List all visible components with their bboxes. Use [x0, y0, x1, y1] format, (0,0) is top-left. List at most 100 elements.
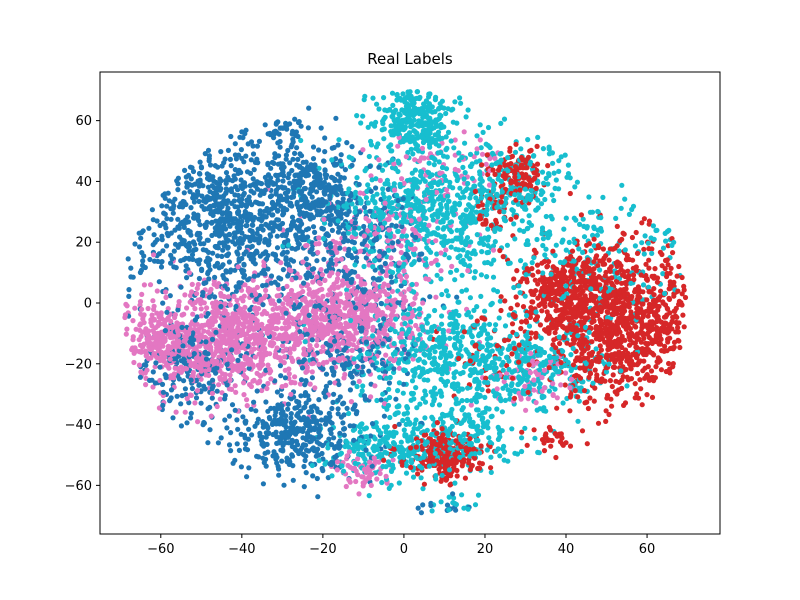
data-point: [324, 231, 330, 237]
data-point: [644, 392, 650, 398]
data-point: [316, 147, 322, 153]
data-point: [416, 200, 422, 206]
data-point: [663, 238, 669, 244]
data-point: [268, 220, 274, 226]
data-point: [444, 502, 451, 508]
data-point: [600, 194, 606, 200]
data-point: [332, 454, 338, 460]
data-point: [361, 223, 367, 230]
data-point: [186, 172, 192, 178]
data-point: [157, 222, 163, 229]
data-point: [594, 285, 600, 291]
data-point: [146, 225, 152, 231]
data-point: [280, 343, 286, 349]
data-point: [261, 460, 267, 466]
data-point: [393, 223, 399, 229]
data-point: [266, 430, 272, 436]
data-point: [505, 260, 511, 267]
data-point: [348, 317, 354, 324]
data-point: [509, 321, 516, 327]
data-point: [440, 226, 446, 232]
data-point: [540, 242, 546, 249]
data-point: [390, 102, 396, 108]
data-point: [652, 266, 658, 272]
data-point: [493, 322, 499, 328]
data-point: [401, 427, 407, 433]
data-point: [371, 281, 377, 287]
data-point: [281, 249, 287, 256]
data-point: [417, 306, 423, 312]
data-point: [398, 249, 404, 256]
data-point: [228, 133, 234, 140]
data-point: [280, 212, 286, 218]
data-point: [609, 383, 615, 390]
data-point: [235, 264, 241, 270]
data-point: [302, 339, 308, 345]
data-point: [279, 220, 286, 227]
data-point: [125, 256, 131, 262]
data-point: [202, 151, 208, 157]
data-point: [415, 471, 421, 477]
data-point: [280, 267, 286, 273]
data-point: [475, 203, 482, 209]
data-point: [253, 183, 259, 189]
data-point: [260, 302, 266, 308]
data-point: [174, 393, 180, 399]
data-point: [474, 133, 480, 139]
data-point: [518, 258, 524, 264]
data-point: [301, 346, 307, 352]
data-point: [423, 316, 429, 322]
data-point: [477, 137, 483, 143]
data-point: [412, 295, 418, 301]
data-point: [439, 291, 445, 298]
data-point: [475, 407, 481, 413]
data-point: [198, 306, 204, 312]
data-point: [150, 369, 156, 375]
data-point: [444, 145, 450, 151]
data-point: [335, 411, 341, 417]
data-point: [435, 262, 441, 268]
data-point: [410, 151, 416, 157]
data-point: [586, 241, 593, 247]
data-point: [384, 298, 390, 304]
data-point: [209, 183, 215, 189]
data-point: [257, 430, 263, 436]
data-point: [147, 282, 154, 288]
data-point: [123, 331, 129, 337]
data-point: [675, 329, 682, 335]
data-point: [280, 301, 286, 307]
data-point: [386, 380, 392, 386]
data-point: [187, 189, 193, 195]
data-point: [485, 171, 491, 178]
data-point: [314, 475, 320, 482]
data-point: [429, 508, 435, 514]
data-point: [158, 264, 165, 270]
data-point: [278, 373, 284, 379]
data-point: [502, 298, 508, 304]
data-point: [451, 145, 457, 151]
data-point: [641, 216, 648, 222]
data-point: [184, 305, 190, 311]
data-point: [428, 260, 434, 266]
data-point: [488, 469, 494, 475]
data-point: [382, 260, 388, 267]
data-point: [543, 175, 549, 181]
data-point: [525, 396, 531, 402]
data-point: [345, 238, 351, 244]
data-point: [251, 377, 257, 383]
data-point: [577, 375, 584, 381]
data-point: [218, 178, 224, 184]
data-point: [546, 171, 552, 177]
data-point: [491, 287, 497, 293]
data-point: [567, 394, 574, 400]
data-point: [244, 403, 250, 409]
data-point: [633, 229, 639, 236]
data-point: [139, 291, 145, 297]
data-point: [675, 325, 681, 331]
data-point: [187, 164, 194, 170]
data-point: [321, 158, 327, 164]
data-point: [639, 220, 645, 226]
data-point: [535, 281, 541, 287]
data-point: [126, 287, 132, 293]
data-point: [417, 158, 423, 164]
